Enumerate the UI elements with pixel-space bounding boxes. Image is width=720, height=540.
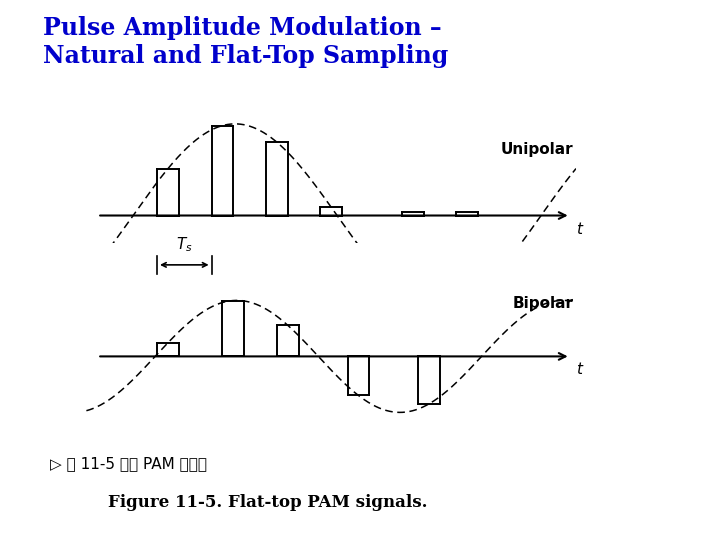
Text: t: t: [576, 362, 582, 377]
Text: t: t: [576, 222, 582, 237]
Text: Figure 11-5. Flat-top PAM signals.: Figure 11-5. Flat-top PAM signals.: [108, 494, 428, 511]
Text: $T_s$: $T_s$: [176, 235, 193, 254]
Text: ▷ 圖 11-5 平頂 PAM 訊號。: ▷ 圖 11-5 平頂 PAM 訊號。: [50, 456, 207, 471]
Text: Unipolar: Unipolar: [500, 142, 573, 157]
Text: Pulse Amplitude Modulation –
Natural and Flat-Top Sampling: Pulse Amplitude Modulation – Natural and…: [43, 16, 449, 68]
Text: Bipolar: Bipolar: [513, 296, 573, 310]
